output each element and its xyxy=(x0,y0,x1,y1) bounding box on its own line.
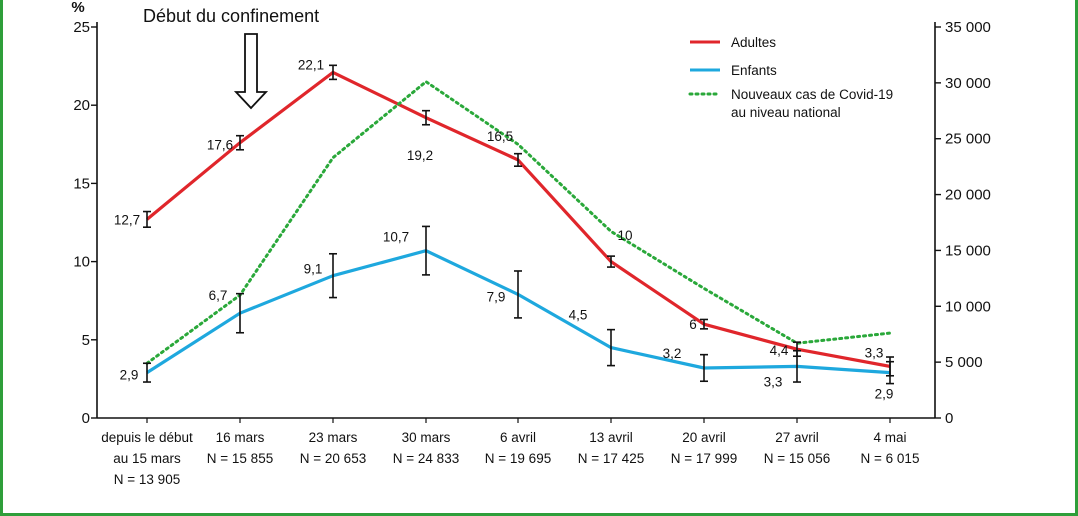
right-tick-label: 30 000 xyxy=(945,75,991,92)
x-tick-label: depuis le début xyxy=(101,430,193,445)
data-label-enfants: 2,9 xyxy=(875,387,894,402)
right-tick-label: 0 xyxy=(945,410,953,427)
left-tick-label: 15 xyxy=(73,175,90,192)
legend-label-enfants: Enfants xyxy=(731,63,777,78)
x-tick-label: 4 mai xyxy=(873,430,906,445)
right-tick-label: 35 000 xyxy=(945,19,991,36)
right-tick-label: 15 000 xyxy=(945,242,991,259)
right-tick-label: 20 000 xyxy=(945,187,991,204)
x-tick-label: N = 15 855 xyxy=(207,451,273,466)
x-tick-label: 20 avril xyxy=(682,430,726,445)
data-label-adultes: 3,3 xyxy=(865,345,884,360)
data-label-adultes: 19,2 xyxy=(407,148,433,163)
x-tick-label: N = 15 056 xyxy=(764,451,830,466)
data-label-enfants: 6,7 xyxy=(209,288,228,303)
x-tick-label: 30 mars xyxy=(402,430,451,445)
data-label-enfants: 9,1 xyxy=(304,262,323,277)
data-label-enfants: 2,9 xyxy=(120,368,139,383)
x-tick-label: 27 avril xyxy=(775,430,819,445)
legend-label-adultes: Adultes xyxy=(731,35,776,50)
x-tick-label: 23 mars xyxy=(309,430,358,445)
data-label-enfants: 10,7 xyxy=(383,230,409,245)
left-tick-label: 20 xyxy=(73,97,90,114)
x-tick-label: N = 17 425 xyxy=(578,451,644,466)
left-tick-label: 10 xyxy=(73,254,90,271)
x-tick-label: N = 19 695 xyxy=(485,451,551,466)
data-label-adultes: 12,7 xyxy=(114,212,140,227)
data-label-enfants: 4,5 xyxy=(569,308,588,323)
data-label-adultes: 4,4 xyxy=(770,343,789,358)
x-tick-label: N = 20 653 xyxy=(300,451,366,466)
x-tick-label: N = 6 015 xyxy=(861,451,920,466)
x-tick-label: N = 13 905 xyxy=(114,472,180,487)
series-line-nouveaux xyxy=(145,80,892,365)
legend-label-cases-line2: au niveau national xyxy=(731,105,841,120)
down-arrow-icon xyxy=(233,33,269,110)
data-label-enfants: 3,2 xyxy=(663,346,682,361)
x-tick-label: N = 17 999 xyxy=(671,451,737,466)
annotation-title: Début du confinement xyxy=(143,6,319,26)
x-tick-label: 6 avril xyxy=(500,430,536,445)
data-label-adultes: 6 xyxy=(689,317,697,332)
x-tick-label: au 15 mars xyxy=(113,451,181,466)
data-label-cases: 10 xyxy=(617,228,632,243)
data-label-enfants: 7,9 xyxy=(487,289,506,304)
x-tick-label: N = 24 833 xyxy=(393,451,459,466)
right-tick-label: 10 000 xyxy=(945,298,991,315)
left-tick-label: 0 xyxy=(82,410,90,427)
right-tick-label: 25 000 xyxy=(945,131,991,148)
data-label-enfants: 3,3 xyxy=(764,374,783,389)
left-tick-label: 5 xyxy=(82,332,90,349)
data-label-adultes: 16,5 xyxy=(487,129,513,144)
data-label-adultes: 17,6 xyxy=(207,138,233,153)
left-tick-label: 25 xyxy=(73,19,90,36)
left-axis-unit: % xyxy=(71,0,84,16)
right-tick-label: 5 000 xyxy=(945,354,983,371)
legend-label-cases-line1: Nouveaux cas de Covid-19 xyxy=(731,87,893,102)
x-tick-label: 13 avril xyxy=(589,430,633,445)
data-label-adultes: 22,1 xyxy=(298,57,324,72)
x-tick-label: 16 mars xyxy=(216,430,265,445)
